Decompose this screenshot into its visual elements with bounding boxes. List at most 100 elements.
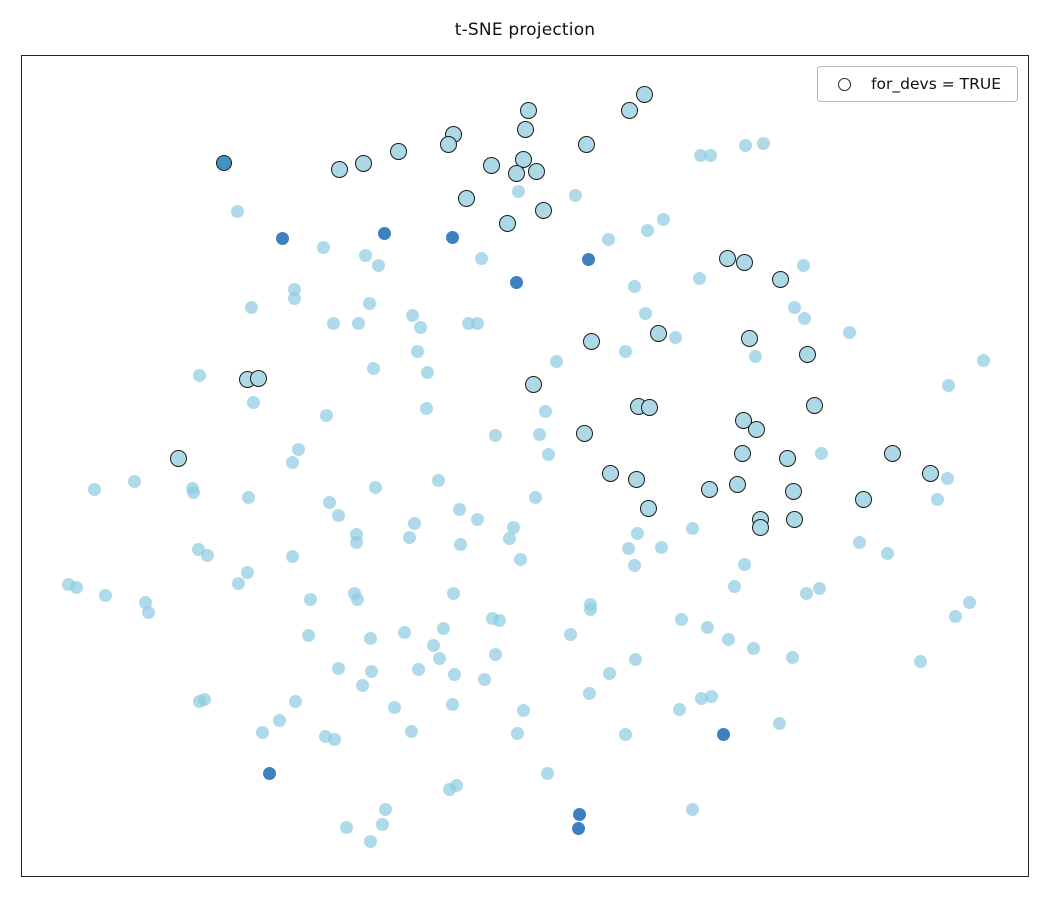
- scatter-point-for-devs-true: [498, 214, 516, 232]
- scatter-point-background: [601, 232, 615, 246]
- scatter-point-for-devs-true: [798, 345, 816, 363]
- scatter-point-background-dark: [509, 275, 523, 289]
- scatter-point-for-devs-true: [740, 329, 758, 347]
- plot-area: for_devs = TRUE: [21, 55, 1029, 877]
- scatter-point-background: [436, 621, 450, 635]
- scatter-point-background: [627, 558, 641, 572]
- scatter-point-background: [630, 526, 644, 540]
- scatter-point-background: [738, 138, 752, 152]
- scatter-point-background: [69, 580, 83, 594]
- scatter-point-background: [796, 258, 810, 272]
- scatter-point-background: [255, 725, 269, 739]
- scatter-point-for-devs-true: [883, 444, 901, 462]
- scatter-point-background-dark: [581, 252, 595, 266]
- scatter-point-background: [812, 581, 826, 595]
- scatter-point-background: [563, 627, 577, 641]
- scatter-point-for-devs-true: [733, 444, 751, 462]
- scatter-point-background: [410, 344, 424, 358]
- scatter-point-background: [814, 446, 828, 460]
- scatter-point-background: [331, 661, 345, 675]
- scatter-point-background: [511, 184, 525, 198]
- scatter-point-background: [470, 316, 484, 330]
- scatter-point-background: [913, 654, 927, 668]
- scatter-point-for-devs-true: [534, 201, 552, 219]
- scatter-point-background: [368, 480, 382, 494]
- scatter-point-background: [502, 531, 516, 545]
- scatter-point-background: [488, 428, 502, 442]
- scatter-point-background: [756, 136, 770, 150]
- scatter-point-background: [618, 727, 632, 741]
- scatter-point-background: [288, 694, 302, 708]
- scatter-point-background: [452, 502, 466, 516]
- scatter-point-background: [322, 495, 336, 509]
- scatter-point-background: [316, 240, 330, 254]
- scatter-point-background: [746, 641, 760, 655]
- scatter-point-background: [431, 473, 445, 487]
- scatter-point-background: [477, 672, 491, 686]
- scatter-point-background: [355, 678, 369, 692]
- scatter-point-for-devs-true: [169, 449, 187, 467]
- scatter-point-for-devs-true: [527, 162, 545, 180]
- scatter-point-for-devs-true: [805, 396, 823, 414]
- scatter-point-for-devs-true: [389, 142, 407, 160]
- scatter-point-background: [231, 576, 245, 590]
- scatter-point-background: [87, 482, 101, 496]
- scatter-point-for-devs-true: [575, 424, 593, 442]
- scatter-point-background-dark: [275, 231, 289, 245]
- scatter-point-for-devs-true: [640, 398, 658, 416]
- scatter-point-background-dark: [445, 230, 459, 244]
- scatter-point-background: [402, 530, 416, 544]
- scatter-point-background: [640, 223, 654, 237]
- scatter-point-background: [411, 662, 425, 676]
- scatter-point-background: [538, 404, 552, 418]
- scatter-point-background: [363, 834, 377, 848]
- scatter-point-background: [672, 702, 686, 716]
- scatter-point-background: [287, 291, 301, 305]
- scatter-point-for-devs-true: [854, 490, 872, 508]
- scatter-point-background: [674, 612, 688, 626]
- scatter-point-background: [432, 651, 446, 665]
- scatter-point-for-devs-true: [639, 499, 657, 517]
- scatter-point-background: [397, 625, 411, 639]
- scatter-point-for-devs-true: [482, 156, 500, 174]
- open-circle-icon: [838, 77, 852, 91]
- scatter-point-for-devs-true: [785, 510, 803, 528]
- scatter-point-background: [200, 548, 214, 562]
- scatter-point-background: [940, 471, 954, 485]
- scatter-point-background: [638, 306, 652, 320]
- scatter-point-background: [685, 521, 699, 535]
- scatter-point-for-devs-true: [516, 120, 534, 138]
- scatter-point-for-devs-true: [620, 101, 638, 119]
- scatter-point-background: [240, 565, 254, 579]
- scatter-point-background: [799, 586, 813, 600]
- scatter-point-background: [339, 820, 353, 834]
- scatter-point-for-devs-true: [507, 164, 525, 182]
- scatter-point-background: [470, 512, 484, 526]
- scatter-point-background: [721, 632, 735, 646]
- scatter-point-background: [748, 349, 762, 363]
- scatter-point-background-dark: [571, 821, 585, 835]
- scatter-point-for-devs-true: [582, 332, 600, 350]
- scatter-point-background: [447, 667, 461, 681]
- scatter-point-background-dark: [716, 727, 730, 741]
- scatter-point-background: [941, 378, 955, 392]
- scatter-point-background: [516, 703, 530, 717]
- scatter-point-background: [244, 300, 258, 314]
- scatter-point-background: [375, 817, 389, 831]
- scatter-point-background: [692, 271, 706, 285]
- scatter-point-for-devs-true: [439, 135, 457, 153]
- scatter-point-background: [930, 492, 944, 506]
- scatter-point-background: [488, 647, 502, 661]
- scatter-point-background: [387, 700, 401, 714]
- scatter-point-background: [426, 638, 440, 652]
- scatter-point-background: [510, 726, 524, 740]
- scatter-point-background: [331, 508, 345, 522]
- scatter-point-background: [772, 716, 786, 730]
- scatter-point-for-devs-true: [457, 189, 475, 207]
- scatter-point-background: [962, 595, 976, 609]
- scatter-point-background: [976, 353, 990, 367]
- scatter-point-background: [583, 602, 597, 616]
- scatter-point-background: [694, 691, 708, 705]
- scatter-point-background: [141, 605, 155, 619]
- scatter-point-background: [453, 537, 467, 551]
